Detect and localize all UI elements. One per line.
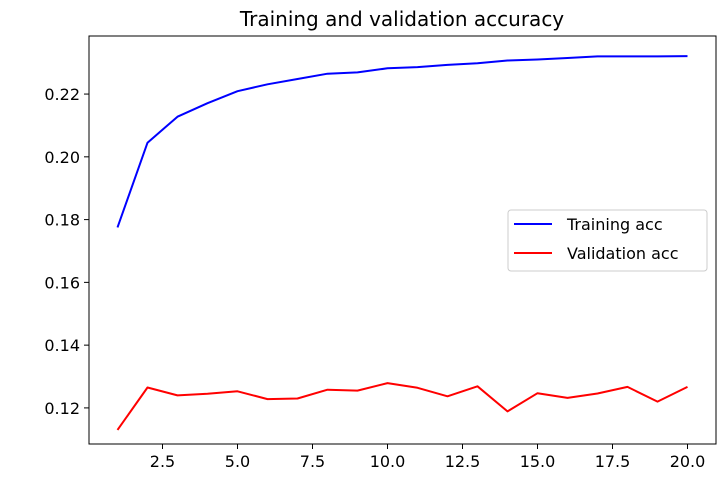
x-tick-label: 20.0 <box>670 452 706 471</box>
plot-frame <box>88 35 717 445</box>
x-tick-label: 17.5 <box>595 452 631 471</box>
legend-box <box>507 209 708 272</box>
series-lines <box>116 55 688 431</box>
axis-ticks: 2.5 5.0 7.5 10.0 12.5 15.0 17.5 20.0 0.12 0.14 0.1… <box>44 85 705 471</box>
y-tick-label: 0.22 <box>44 85 80 104</box>
legend: Training acc Validation acc <box>507 209 708 272</box>
y-tick-label: 0.18 <box>44 211 80 230</box>
x-tick-label: 2.5 <box>150 452 175 471</box>
x-tick-label: 7.5 <box>300 452 325 471</box>
legend-label-training-acc: Training acc <box>566 215 663 234</box>
x-tick-label: 10.0 <box>370 452 406 471</box>
y-tick-label: 0.12 <box>44 399 80 418</box>
series-line-training-acc <box>116 55 688 228</box>
y-tick-label: 0.16 <box>44 273 80 292</box>
x-tick-label: 5.0 <box>225 452 250 471</box>
legend-label-validation-acc: Validation acc <box>567 244 679 263</box>
chart-title: Training and validation accuracy <box>239 7 564 31</box>
x-tick-label: 15.0 <box>520 452 556 471</box>
y-tick-label: 0.20 <box>44 148 80 167</box>
y-tick-label: 0.14 <box>44 336 80 355</box>
series-line-validation-acc <box>116 382 688 431</box>
x-tick-label: 12.5 <box>445 452 481 471</box>
